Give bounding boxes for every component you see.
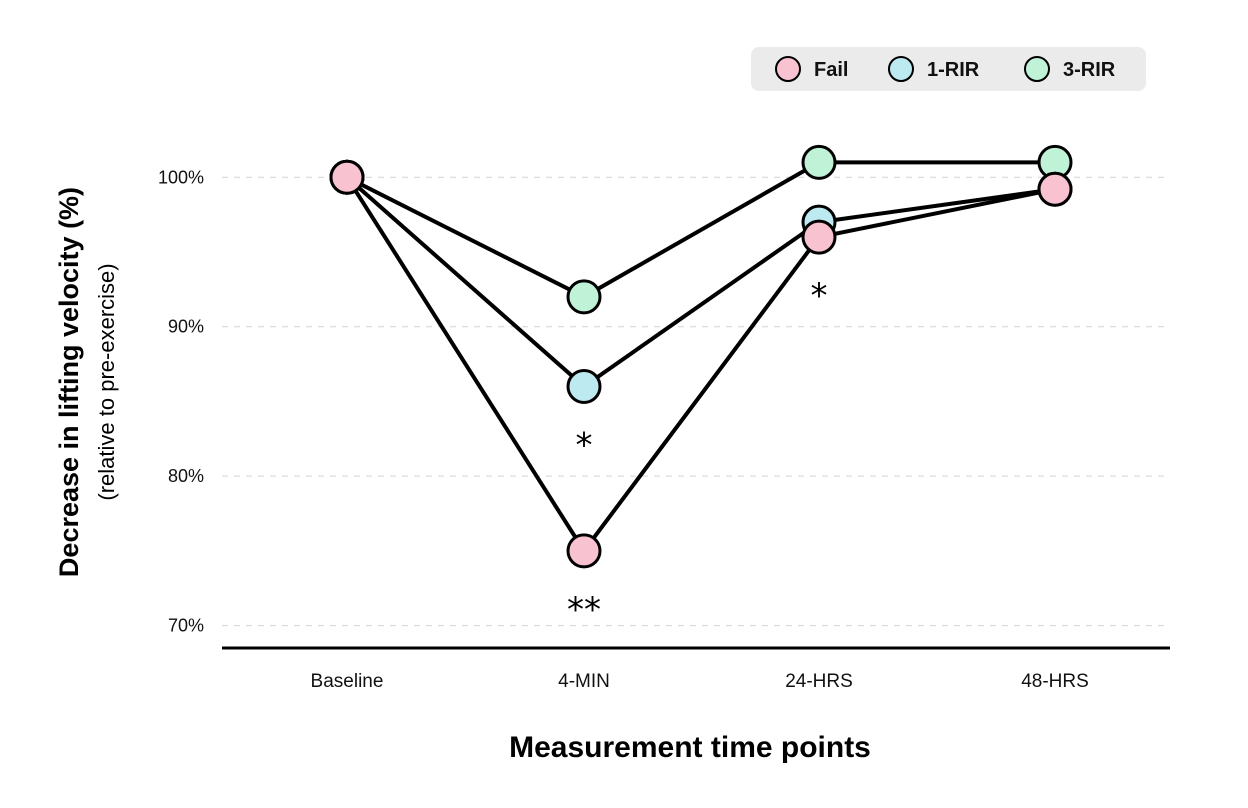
y-tick-labels: 70% 80% 90% 100% — [158, 167, 204, 635]
series-lines — [345, 160, 1056, 553]
legend-background — [751, 47, 1146, 91]
point-fail-48-hrs — [1037, 171, 1073, 207]
legend-marker-1-rir — [888, 56, 914, 82]
x-tick-label-48-hrs: 48-HRS — [1021, 671, 1089, 692]
point-1-rir-4-min — [566, 369, 602, 404]
annotation-star-24-hrs: * — [811, 276, 828, 316]
legend: Fail 1-RIR 3-RIR — [751, 47, 1146, 91]
y-tick-label-90: 90% — [168, 317, 204, 337]
annotation-double-star-4-min: ** — [567, 590, 601, 630]
x-tick-labels: Baseline 4-MIN 24-HRS 48-HRS — [311, 671, 1089, 692]
legend-label-3-rir: 3-RIR — [1063, 59, 1116, 81]
y-tick-label-80: 80% — [168, 466, 204, 486]
x-tick-label-baseline: Baseline — [311, 671, 384, 692]
series-points — [329, 144, 1073, 569]
significance-annotations: **** — [567, 276, 828, 630]
point-fail-4-min — [566, 533, 602, 569]
y-axis-title-group: Decrease in lifting velocity (%) (relati… — [54, 187, 119, 577]
y-tick-label-70: 70% — [168, 616, 204, 636]
series-line-fail — [345, 176, 1056, 553]
y-axis-title: Decrease in lifting velocity (%) — [54, 187, 84, 577]
grid-lines — [222, 176, 1170, 627]
y-tick-label-100: 100% — [158, 167, 204, 187]
x-axis-title: Measurement time points — [509, 731, 871, 764]
point-fail-baseline — [329, 159, 365, 195]
point-3-rir-4-min — [566, 279, 602, 315]
x-tick-label-24-hrs: 24-HRS — [785, 671, 853, 692]
series-line-3-rir — [346, 160, 1055, 299]
y-axis-subtitle: (relative to pre-exercise) — [94, 263, 119, 500]
x-tick-label-4-min: 4-MIN — [558, 671, 610, 692]
legend-label-1-rir: 1-RIR — [927, 59, 980, 81]
point-fail-24-hrs — [801, 219, 837, 255]
legend-marker-3-rir — [1024, 56, 1050, 82]
point-3-rir-24-hrs — [801, 144, 837, 180]
annotation-star-4-min: * — [576, 426, 593, 466]
legend-marker-fail — [775, 56, 801, 82]
legend-label-fail: Fail — [814, 59, 848, 81]
series-line-1-rir — [345, 175, 1056, 389]
